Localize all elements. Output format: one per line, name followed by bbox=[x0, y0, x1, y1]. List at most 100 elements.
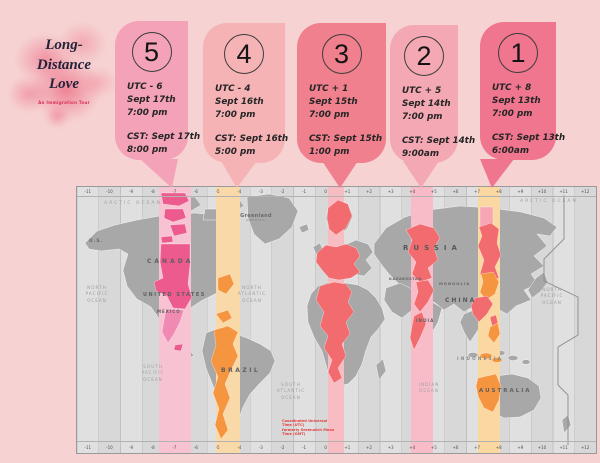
step-number: 4 bbox=[236, 38, 252, 69]
timezone-tick: +10 bbox=[537, 445, 547, 450]
timezone-tick: +8 bbox=[495, 189, 502, 194]
timezone-map: -11 -10 -9 -8 -7 -6 -5 -4 -3 -2 -1 0 +1 +2 +3 +4 +5 +6 +7 +… bbox=[76, 186, 597, 454]
timezone-tick: +5 bbox=[430, 189, 437, 194]
timezone-tick: -9 bbox=[129, 189, 134, 194]
label-arctic-ocean-left: ARCTIC OCEAN bbox=[104, 201, 162, 206]
utc-offset: UTC + 8 bbox=[492, 83, 532, 93]
local-date: Sept 17th bbox=[127, 95, 176, 105]
utc-plus-1-regions bbox=[315, 199, 361, 384]
label-north-pacific-ocean-left: NORTH PACIFIC OCEAN bbox=[85, 285, 109, 303]
label-greenland-sub: (DENMARK) bbox=[245, 218, 267, 222]
timezone-tick: -11 bbox=[84, 445, 92, 450]
step-number-circle: 2 bbox=[404, 36, 444, 76]
timezone-tick: +4 bbox=[409, 189, 416, 194]
step-number-circle: 1 bbox=[498, 33, 538, 73]
utc-plus-5-regions bbox=[405, 223, 441, 351]
timezone-tick: +7 bbox=[474, 445, 481, 450]
timezone-bubble-step-2: 2 UTC + 5 Sept 14th 7:00 pm CST: Sept 14… bbox=[390, 25, 475, 163]
timezone-tick: -8 bbox=[150, 445, 155, 450]
timezone-tick: +12 bbox=[580, 445, 590, 450]
cst-date: CST: Sept 17th bbox=[127, 132, 201, 142]
timezone-tick: +8 bbox=[495, 445, 502, 450]
timezone-tick: -6 bbox=[193, 189, 198, 194]
label-arctic-ocean-right: ARCTIC OCEAN bbox=[520, 199, 578, 204]
map-caption-line2: formerly Greenwich Mean Time (GMT) bbox=[282, 427, 335, 437]
cst-time: 5:00 pm bbox=[215, 147, 256, 157]
timezone-tick-row-top: -11 -10 -9 -8 -7 -6 -5 -4 -3 -2 -1 0 +1 +2 +3 +4 +5 +6 +7 +… bbox=[77, 187, 596, 197]
cst-date: CST: Sept 16th bbox=[215, 134, 289, 144]
timezone-tick: -8 bbox=[150, 189, 155, 194]
cst-time: 6:00am bbox=[492, 146, 529, 156]
world-map-graphic bbox=[84, 187, 579, 453]
timezone-tick: +6 bbox=[452, 189, 459, 194]
local-date: Sept 13th bbox=[492, 96, 541, 106]
timezone-bubble-step-3: 3 UTC + 1 Sept 15th 7:00 pm CST: Sept 15… bbox=[297, 23, 386, 163]
local-date: Sept 14th bbox=[402, 99, 451, 109]
cst-date: CST: Sept 15th bbox=[309, 134, 383, 144]
label-indian-ocean: INDIAN OCEAN bbox=[418, 382, 440, 394]
mexico-region bbox=[161, 308, 185, 344]
label-south-pacific-ocean: SOUTH PACIFIC OCEAN bbox=[141, 364, 165, 382]
timezone-tick: 0 bbox=[324, 445, 327, 450]
label-greenland-text: Greenland bbox=[240, 213, 272, 219]
timezone-tick: -3 bbox=[258, 445, 263, 450]
label-india: INDIA bbox=[416, 318, 435, 323]
timezone-tick: +10 bbox=[537, 189, 547, 194]
label-greenland: Greenland (DENMARK) bbox=[235, 213, 277, 223]
timezone-tick: -9 bbox=[129, 445, 134, 450]
timezone-tick: +1 bbox=[344, 445, 351, 450]
timezone-tick: -11 bbox=[84, 189, 92, 194]
timezone-tick: +12 bbox=[580, 189, 590, 194]
cst-time: 1:00 pm bbox=[309, 147, 350, 157]
label-north-atlantic-ocean: NORTH ATLANTIC OCEAN bbox=[237, 285, 267, 303]
step-number: 2 bbox=[416, 40, 432, 71]
step-number-circle: 3 bbox=[321, 34, 362, 74]
timezone-tick: -10 bbox=[106, 189, 113, 194]
local-time: 7:00 pm bbox=[215, 110, 256, 120]
utc-offset: UTC + 1 bbox=[309, 84, 349, 94]
label-russia: RUSSIA bbox=[403, 244, 462, 252]
timezone-tick: -7 bbox=[172, 189, 177, 194]
local-time: 7:00 pm bbox=[402, 112, 443, 122]
step-number: 1 bbox=[510, 37, 526, 68]
label-south-atlantic-ocean: SOUTH ATLANTIC OCEAN bbox=[276, 382, 306, 400]
utc-plus-8-regions bbox=[470, 206, 503, 413]
timezone-tick: -5 bbox=[215, 445, 220, 450]
cst-date: CST: Sept 13th bbox=[492, 133, 566, 143]
bubble-tail-5 bbox=[140, 159, 178, 188]
bubble-tail-3 bbox=[322, 161, 358, 188]
logo-title-line2: Distance bbox=[36, 56, 92, 73]
timezone-bubble-step-5: 5 UTC - 6 Sept 17th 7:00 pm CST: Sept 17… bbox=[115, 21, 201, 160]
timezone-tick: -6 bbox=[193, 445, 198, 450]
step-number: 3 bbox=[333, 38, 350, 69]
timezone-tick: +11 bbox=[559, 445, 568, 450]
bubble-tail-1 bbox=[480, 159, 514, 188]
map-caption-line1: Coordinated Universal Time (UTC) bbox=[282, 419, 328, 428]
timezone-tick: +1 bbox=[344, 189, 351, 194]
timezone-tick: +4 bbox=[409, 445, 416, 450]
timezone-tick: 0 bbox=[324, 189, 327, 194]
label-mexico: MEXICO bbox=[157, 309, 181, 314]
label-us: U.S. bbox=[89, 239, 104, 244]
timezone-tick: -5 bbox=[215, 189, 220, 194]
step-number-circle: 5 bbox=[131, 32, 172, 72]
timezone-tick: +3 bbox=[387, 445, 394, 450]
logo: Long- Distance Love An Immigration Tour bbox=[6, 18, 122, 133]
utc-offset: UTC - 6 bbox=[127, 82, 163, 92]
utc-minus-6-regions bbox=[153, 192, 193, 352]
timezone-tick: -4 bbox=[237, 189, 242, 194]
local-time: 7:00 pm bbox=[309, 110, 350, 120]
timezone-bubble-step-1: 1 UTC + 8 Sept 13th 7:00 pm CST: Sept 13… bbox=[480, 22, 566, 160]
timezone-tick: +6 bbox=[452, 445, 459, 450]
label-north-pacific-ocean-right: NORTH PACIFIC OCEAN bbox=[540, 287, 564, 305]
logo-title-line3: Love bbox=[49, 76, 79, 92]
logo-tagline: An Immigration Tour bbox=[38, 100, 90, 105]
label-australia: AUSTRALIA bbox=[479, 388, 532, 394]
label-china: CHINA bbox=[445, 297, 477, 304]
timezone-tick: -7 bbox=[172, 445, 177, 450]
timezone-tick-row-bottom: -11 -10 -9 -8 -7 -6 -5 -4 -3 -2 -1 0 +1 +2 +3 +4 +5 +6 +7 +… bbox=[77, 441, 596, 453]
step-number-circle: 4 bbox=[224, 34, 264, 74]
logo-title: Long- Distance Love bbox=[6, 36, 122, 95]
utc-offset: UTC - 4 bbox=[215, 84, 251, 94]
timezone-tick: -4 bbox=[237, 445, 242, 450]
